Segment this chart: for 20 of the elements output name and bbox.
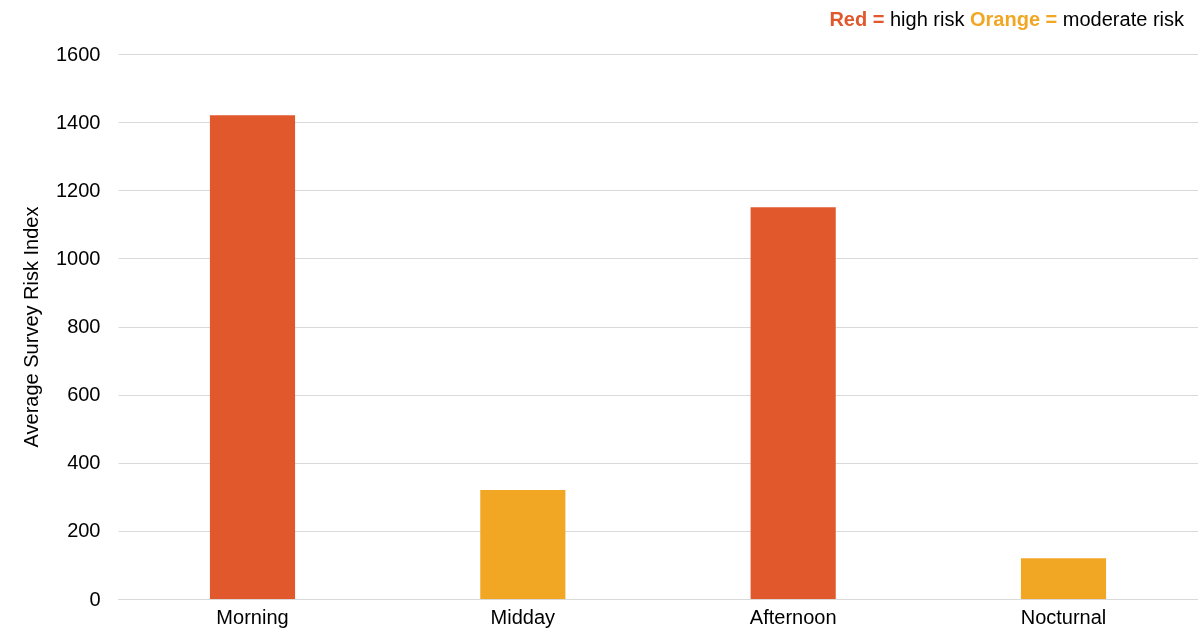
- bar: [480, 490, 566, 599]
- x-tick-label: Afternoon: [749, 605, 837, 628]
- text: Red = high risk: [829, 8, 966, 30]
- text: Orange = moderate risk: [970, 8, 1184, 30]
- bar: [1020, 558, 1107, 599]
- y-tick-label: 0: [89, 587, 101, 610]
- bar: [750, 207, 836, 599]
- y-axis-title: Average Survey Risk Index: [20, 206, 43, 448]
- x-tick-label: Midday: [490, 605, 556, 628]
- y-tick-label: 1200: [56, 178, 101, 201]
- y-tick-label: 1400: [56, 110, 101, 133]
- bar: [209, 115, 296, 599]
- y-tick-label: 600: [67, 383, 101, 406]
- y-tick-label: 400: [67, 451, 101, 474]
- y-tick-label: 200: [67, 519, 101, 542]
- x-tick-label: Morning: [216, 605, 289, 628]
- x-tick-label: Nocturnal: [1020, 605, 1107, 628]
- y-tick-label: 800: [67, 315, 101, 337]
- y-tick-label: 1000: [56, 246, 101, 269]
- y-tick-label: 1600: [56, 42, 101, 65]
